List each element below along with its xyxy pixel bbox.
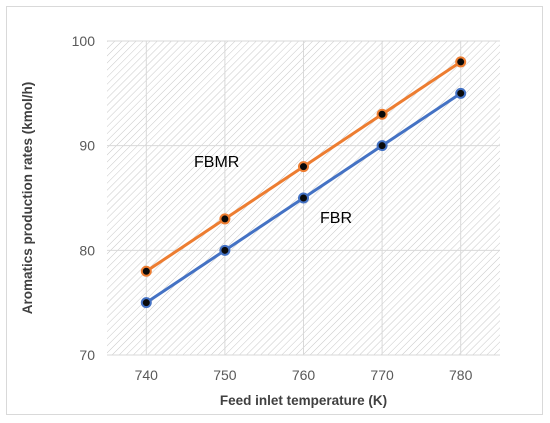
data-point-fbmr [219, 213, 231, 225]
data-point-fbr [376, 140, 388, 152]
data-point-fbr [219, 244, 231, 256]
data-point-fbr [455, 87, 467, 99]
x-axis-title: Feed inlet temperature (K) [220, 393, 387, 408]
data-point-fbmr [140, 265, 152, 277]
data-point-fbmr [455, 56, 467, 68]
x-tick-labels: 740 750 760 770 780 [135, 367, 473, 383]
series-label-fbmr: FBMR [194, 154, 239, 171]
x-tick-label: 740 [135, 367, 159, 383]
x-tick-label: 770 [370, 367, 394, 383]
x-tick-label: 760 [292, 367, 316, 383]
data-point-fbmr [376, 108, 388, 120]
y-tick-label: 80 [79, 242, 95, 258]
series-lines [140, 56, 467, 309]
data-point-fbmr [298, 161, 309, 173]
series-label-fbr: FBR [320, 210, 352, 227]
data-point-fbr [140, 297, 152, 309]
data-point-fbr [298, 192, 309, 204]
y-tick-labels: 70 80 90 100 [72, 33, 96, 363]
y-tick-label: 90 [79, 138, 95, 154]
y-axis-title: Aromatics production rates (kmol/h) [20, 82, 35, 315]
x-tick-label: 750 [213, 367, 237, 383]
y-tick-label: 100 [72, 33, 96, 49]
x-tick-label: 780 [449, 367, 473, 383]
y-tick-label: 70 [79, 347, 95, 363]
